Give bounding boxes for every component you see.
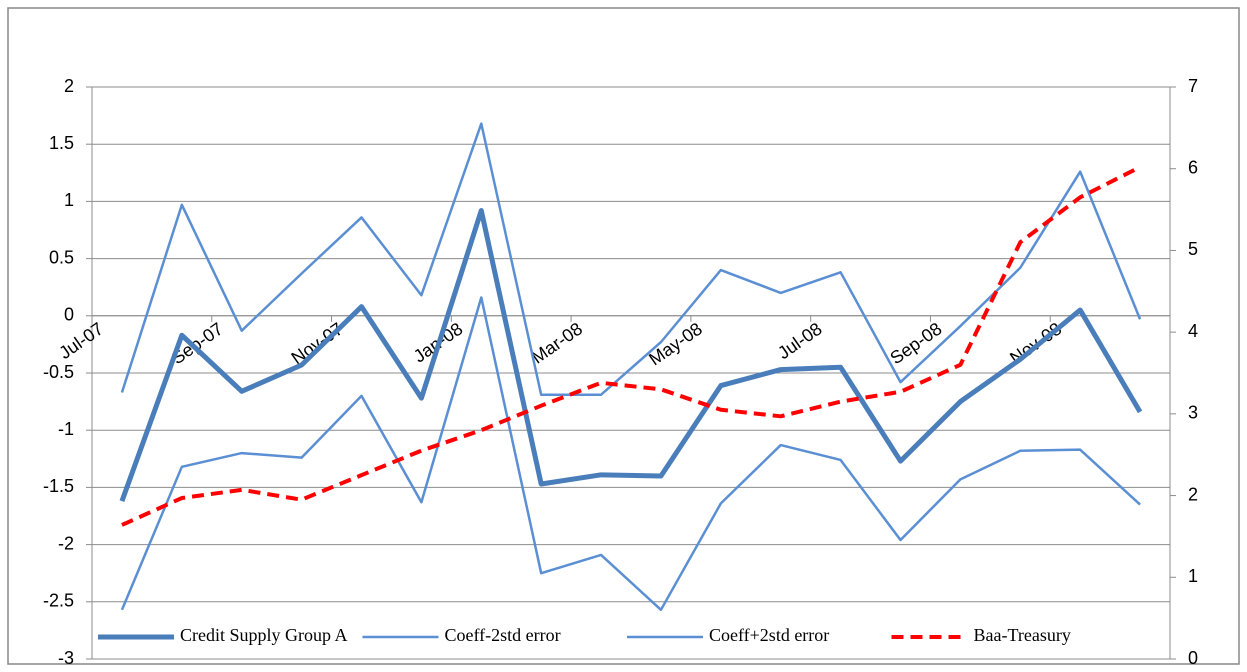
x-tick-label: Nov-07: [288, 319, 347, 369]
x-tick-label: Jul-07: [55, 319, 107, 364]
legend-label: Coeff+2std error: [709, 625, 829, 645]
chart-border: [7, 7, 1240, 665]
y-tick-label: 2: [64, 76, 74, 96]
y-tick-label: 1.5: [49, 133, 74, 153]
legend-label: Coeff-2std error: [445, 625, 561, 645]
y-tick-label: 0.5: [49, 247, 74, 267]
series-line: [119, 208, 1143, 502]
y2-tick-label: 5: [1188, 239, 1198, 259]
y2-tick-label: 4: [1188, 321, 1198, 341]
y2-tick-label: 3: [1188, 403, 1198, 423]
y-tick-label: -2.5: [43, 591, 74, 611]
y2-tick-label: 1: [1188, 566, 1198, 586]
x-tick-label: Jul-08: [774, 319, 826, 364]
x-tick-label: Sep-08: [886, 319, 945, 369]
y-tick-label: -3: [58, 648, 74, 668]
y-tick-label: -1: [58, 419, 74, 439]
y-tick-label: -1.5: [43, 476, 74, 496]
y2-tick-label: 0: [1188, 648, 1198, 668]
series-line: [120, 122, 1142, 396]
legend-label: Credit Supply Group A: [180, 625, 348, 645]
series-line: [121, 165, 1141, 527]
y2-tick-label: 6: [1188, 157, 1198, 177]
x-tick-label: Mar-08: [528, 319, 586, 368]
y-tick-label: 1: [64, 190, 74, 210]
legend-label: Baa-Treasury: [974, 625, 1071, 645]
y-tick-label: -2: [58, 533, 74, 553]
y2-tick-label: 7: [1188, 76, 1198, 96]
y-tick-label: 0: [64, 305, 74, 325]
series-line: [120, 296, 1141, 612]
y-tick-label: -0.5: [43, 362, 74, 382]
y2-tick-label: 2: [1188, 484, 1198, 504]
